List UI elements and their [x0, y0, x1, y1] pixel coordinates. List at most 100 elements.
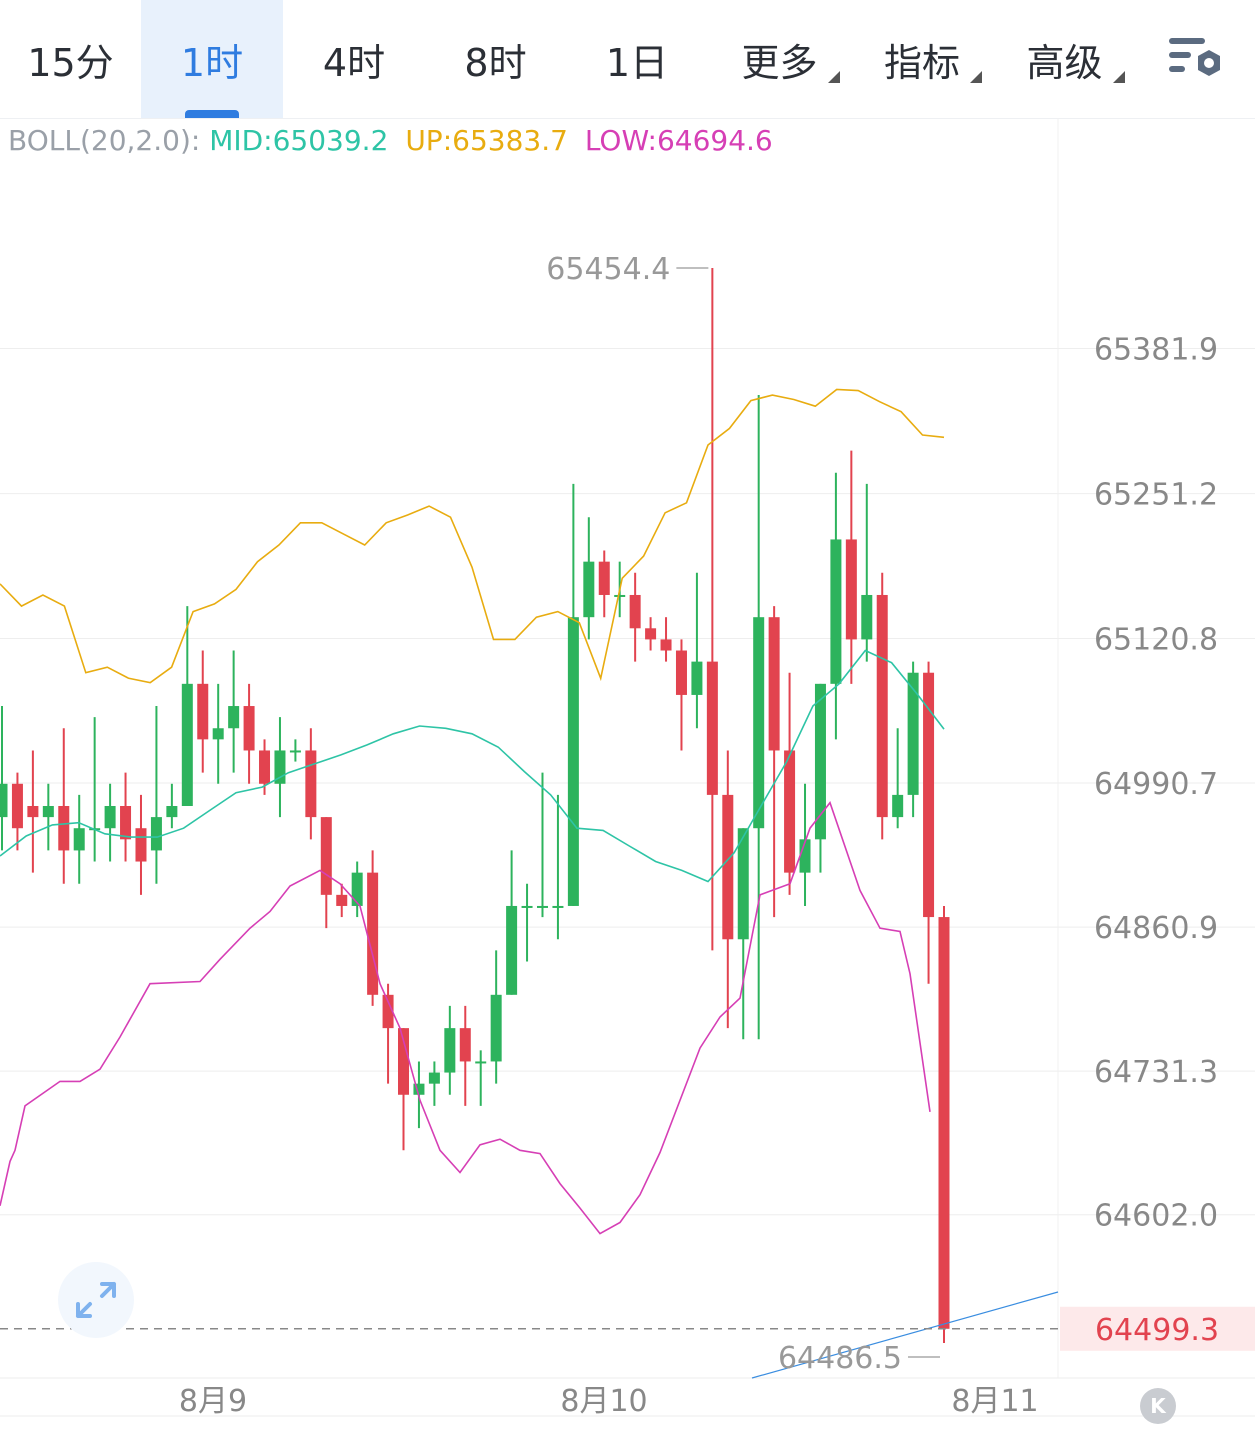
candle-body	[367, 872, 379, 995]
tab-label: 指标	[884, 32, 982, 87]
candle-body	[73, 828, 85, 851]
boll-legend-name: BOLL(20,2.0):	[8, 124, 201, 157]
candle-body	[58, 805, 70, 851]
tab-6[interactable]: 指标	[851, 0, 993, 118]
boll-legend-low: LOW:64694.6	[584, 124, 773, 157]
current-price-label: 64499.3	[1095, 1313, 1219, 1348]
tab-label: 4时	[322, 40, 386, 85]
y-tick-label: 65120.8	[1094, 623, 1218, 658]
tab-4[interactable]: 1日	[566, 0, 708, 118]
x-tick-label: 8月9	[179, 1384, 247, 1419]
candle-body	[274, 750, 286, 784]
boll-legend-mid: MID:65039.2	[209, 124, 389, 157]
candle-body	[799, 839, 811, 873]
k-logo-button[interactable]: K	[1140, 1388, 1176, 1424]
tab-label: 1日	[605, 40, 669, 85]
candle-body	[228, 706, 240, 729]
candle-body	[351, 872, 363, 906]
candle-body	[336, 894, 348, 906]
candle-body	[27, 805, 39, 818]
y-tick-label: 65251.2	[1094, 478, 1218, 513]
dropdown-caret-icon	[827, 70, 840, 83]
tab-label: 8时	[464, 40, 527, 85]
candle-body	[675, 650, 687, 695]
y-tick-label: 64990.7	[1094, 767, 1218, 802]
candle-body	[104, 805, 116, 829]
candle-body	[722, 794, 734, 940]
candle-body	[42, 805, 54, 818]
tab-7[interactable]: 高级	[993, 0, 1136, 118]
candle-body	[243, 706, 255, 751]
y-tick-label: 64860.9	[1094, 911, 1218, 946]
high-price-label: 65454.4	[546, 252, 670, 287]
dropdown-caret-icon	[1112, 70, 1125, 83]
interval-tabbar: 15分 1时 4时 8时 1日 更多 指标 高级	[0, 0, 1255, 119]
candle-body	[753, 617, 765, 829]
expand-arrows-icon	[76, 1282, 116, 1318]
candle-body	[938, 917, 950, 1329]
boll-legend-up: UP:65383.7	[405, 124, 568, 157]
low-price-label: 64486.5	[778, 1341, 902, 1376]
x-tick-label: 8月10	[560, 1384, 647, 1419]
candle-body	[861, 594, 873, 640]
candle-body	[428, 1072, 440, 1084]
boll-legend: BOLL(20,2.0): MID:65039.2 UP:65383.7 LOW…	[8, 124, 781, 157]
candle-body	[923, 672, 935, 918]
candle-body	[490, 994, 502, 1062]
dropdown-caret-icon	[970, 70, 982, 83]
tab-label: 1时	[180, 40, 244, 85]
candle-body	[814, 683, 826, 840]
candle-body	[320, 817, 332, 895]
candle-body	[181, 683, 193, 806]
candle-body	[475, 1061, 487, 1064]
candle-body	[398, 1028, 410, 1095]
x-tick-label: 8月11	[951, 1384, 1038, 1419]
candle-body	[660, 639, 672, 651]
candle-body	[150, 817, 162, 851]
boll-upper-line	[0, 388, 945, 684]
candle-body	[845, 539, 857, 640]
candle-body	[536, 905, 548, 908]
candle-body	[259, 750, 271, 784]
tab-label: 更多	[741, 32, 840, 87]
candle-body	[892, 794, 904, 818]
candle-body	[444, 1028, 456, 1073]
expand-chart-button[interactable]	[58, 1262, 134, 1338]
candle-body	[645, 628, 657, 640]
candle-body	[11, 783, 23, 829]
candle-body	[830, 539, 842, 684]
candle-body	[629, 594, 641, 629]
candle-body	[197, 683, 209, 740]
candle-body	[768, 617, 780, 751]
boll-mid-line	[0, 649, 945, 883]
tab-0[interactable]: 15分	[0, 0, 141, 118]
candlestick-chart[interactable]: 65381.9 65251.2 65120.8 64990.7 64860.9 64731…	[0, 118, 1255, 1432]
candle-body	[135, 828, 147, 862]
candle-body	[413, 1083, 425, 1095]
candle-body	[876, 594, 888, 818]
tab-label: 15分	[27, 40, 114, 85]
tab-2[interactable]: 4时	[283, 0, 425, 118]
tab-label: 高级	[1026, 32, 1125, 87]
chart-settings-icon[interactable]	[1165, 36, 1227, 86]
current-price-badge	[1060, 1306, 1255, 1351]
y-tick-label: 65381.9	[1094, 333, 1218, 368]
candle-body	[521, 905, 533, 908]
tab-1[interactable]: 1时	[141, 0, 283, 118]
candle-body	[567, 617, 579, 906]
candle-body	[737, 828, 749, 940]
candle-body	[691, 661, 703, 695]
tab-5[interactable]: 更多	[708, 0, 851, 118]
candle-body	[0, 783, 8, 818]
boll-lower-line	[0, 801, 931, 1235]
candle-body	[289, 750, 301, 753]
candle-body	[212, 728, 224, 740]
candle-body	[459, 1028, 471, 1062]
candle-body	[552, 905, 564, 908]
trend-line	[751, 1291, 1059, 1379]
candle-body	[166, 805, 178, 818]
tab-3[interactable]: 8时	[425, 0, 566, 118]
candle-body	[305, 750, 317, 818]
candle-body	[784, 750, 796, 873]
candle-body	[382, 994, 394, 1029]
